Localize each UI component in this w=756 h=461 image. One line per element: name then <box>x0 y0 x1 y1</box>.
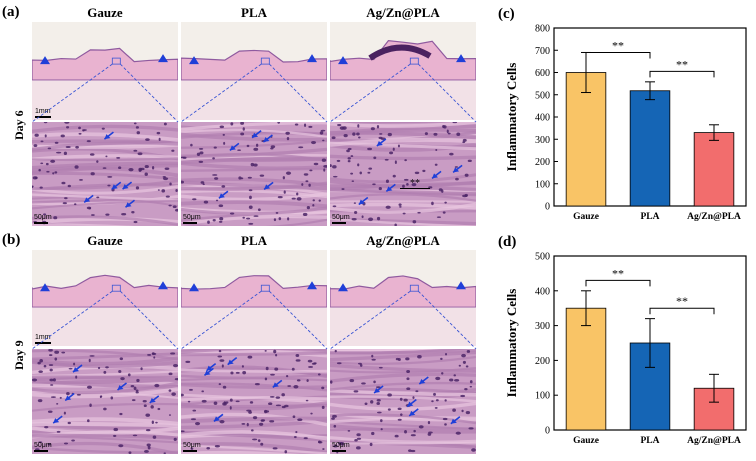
significance-bracket <box>649 70 715 78</box>
scale-bar-line <box>34 450 48 452</box>
significance-bracket <box>585 51 651 59</box>
column-title-gauze-day6: Gauze <box>87 5 123 20</box>
scale-bar-label: 50μm <box>34 214 52 221</box>
bar-1 <box>629 90 671 207</box>
scale-bar-label: 50μm <box>34 442 52 449</box>
significance-label: ** <box>612 38 624 52</box>
low-mag-image-gauze-day9: 1mm <box>32 250 178 346</box>
y-tick-label: 500 <box>535 90 550 101</box>
y-tick-label: 400 <box>535 286 550 297</box>
scale-bar-line <box>34 222 48 224</box>
scale-bar-line <box>35 116 51 118</box>
x-tick-label: Gauze <box>573 436 599 446</box>
high-mag-image-gauze-day6: 50μm <box>32 122 178 226</box>
y-tick-label: 0 <box>545 202 550 213</box>
scale-bar-label: 50μm <box>183 442 201 449</box>
significance-label: ** <box>676 294 688 308</box>
significance-label: ** <box>676 57 688 71</box>
chart-c-svg: 0 100 200 300 400 500 600 700 800 Inflammatory Ce… <box>504 24 747 222</box>
y-axis-label: Inflammatory Cells <box>504 289 519 398</box>
scale-bar-low-mag-day6: 1mm <box>35 108 51 118</box>
scale-bar-high-mag-pla-day9: 50μm <box>183 442 201 452</box>
scale-bar-high-mag-pla-day6: 50μm <box>183 214 201 224</box>
significance-bracket <box>585 279 651 287</box>
x-tick-label: PLA <box>641 436 660 446</box>
scale-bar-label: 50μm <box>183 214 201 221</box>
x-tick-label: PLA <box>641 212 660 222</box>
bar-2 <box>693 132 735 207</box>
y-tick-label: 400 <box>535 113 550 124</box>
scale-bar-label: 1mm <box>35 108 51 115</box>
column-title-pla-day6: PLA <box>241 5 267 20</box>
scale-bar-high-mag-gauze-day6: 50μm <box>34 214 52 224</box>
high-mag-image-pla-day6: 50μm <box>181 122 327 226</box>
significance-label: ** <box>612 266 624 280</box>
significance-bracket <box>649 307 715 315</box>
y-tick-label: 100 <box>535 179 550 190</box>
low-mag-image-agzn-day6 <box>330 22 476 120</box>
column-title-gauze-day9: Gauze <box>87 233 123 248</box>
panel-label-c: (c) <box>498 6 515 22</box>
y-tick-label: 200 <box>535 157 550 168</box>
panel-label-d: (d) <box>498 234 517 250</box>
high-mag-image-agzn-day6: ** 50μm <box>330 122 476 226</box>
day-label-day9: Day 9 <box>12 340 26 370</box>
y-axis-label: Inflammatory Cells <box>504 63 519 172</box>
bar-chart-day6: 0 100 200 300 400 500 600 700 800 Inflammatory Ce… <box>496 18 754 232</box>
scale-bar-high-mag-gauze-day9: 50μm <box>34 442 52 452</box>
chart-d-svg: 0 100 200 300 400 500 Inflammatory Cells Gauze P… <box>504 252 747 446</box>
y-tick-label: 500 <box>535 252 550 263</box>
column-title-agzn-day6: Ag/Zn@PLA <box>366 5 440 20</box>
panel-label-a: (a) <box>2 4 20 20</box>
low-mag-image-gauze-day6: 1mm <box>32 22 178 120</box>
day-label-day6: Day 6 <box>12 110 26 140</box>
y-tick-label: 100 <box>535 391 550 402</box>
scale-bar-high-mag-agzn-day6: 50μm <box>332 214 350 224</box>
scale-bar-label: 50μm <box>332 442 350 449</box>
bar-0 <box>565 307 607 431</box>
column-title-agzn-day9: Ag/Zn@PLA <box>366 233 440 248</box>
panel-label-b: (b) <box>2 232 21 248</box>
scale-bar-label: 1mm <box>35 334 51 341</box>
column-title-pla-day9: PLA <box>241 233 267 248</box>
scale-bar-line <box>183 222 197 224</box>
y-tick-label: 0 <box>545 426 550 437</box>
scale-bar-high-mag-agzn-day9: 50μm <box>332 442 350 452</box>
scale-bar-line <box>332 222 346 224</box>
y-tick-label: 300 <box>535 135 550 146</box>
y-tick-label: 300 <box>535 321 550 332</box>
low-mag-image-pla-day9 <box>181 250 327 346</box>
y-tick-label: 700 <box>535 46 550 57</box>
x-tick-label: Ag/Zn@PLA <box>687 436 741 446</box>
scale-bar-label: 50μm <box>332 214 350 221</box>
low-mag-image-pla-day6 <box>181 22 327 120</box>
scale-bar-low-mag-day9: 1mm <box>35 334 51 344</box>
bar-0 <box>565 72 607 207</box>
scale-bar-line <box>35 342 51 344</box>
low-mag-image-agzn-day9 <box>330 250 476 346</box>
x-tick-label: Gauze <box>573 212 599 222</box>
high-mag-image-gauze-day9: 50μm <box>32 349 178 454</box>
bar-chart-day9: 0 100 200 300 400 500 Inflammatory Cells Gauze P… <box>496 246 754 456</box>
y-tick-label: 600 <box>535 68 550 79</box>
x-tick-label: Ag/Zn@PLA <box>687 212 741 222</box>
scale-bar-line <box>332 450 346 452</box>
scale-bar-line <box>183 450 197 452</box>
high-mag-image-agzn-day9: 50μm <box>330 349 476 454</box>
y-tick-label: 800 <box>535 24 550 35</box>
inset-annotation: ** <box>400 179 430 189</box>
y-tick-label: 200 <box>535 356 550 367</box>
high-mag-image-pla-day9: 50μm <box>181 349 327 454</box>
